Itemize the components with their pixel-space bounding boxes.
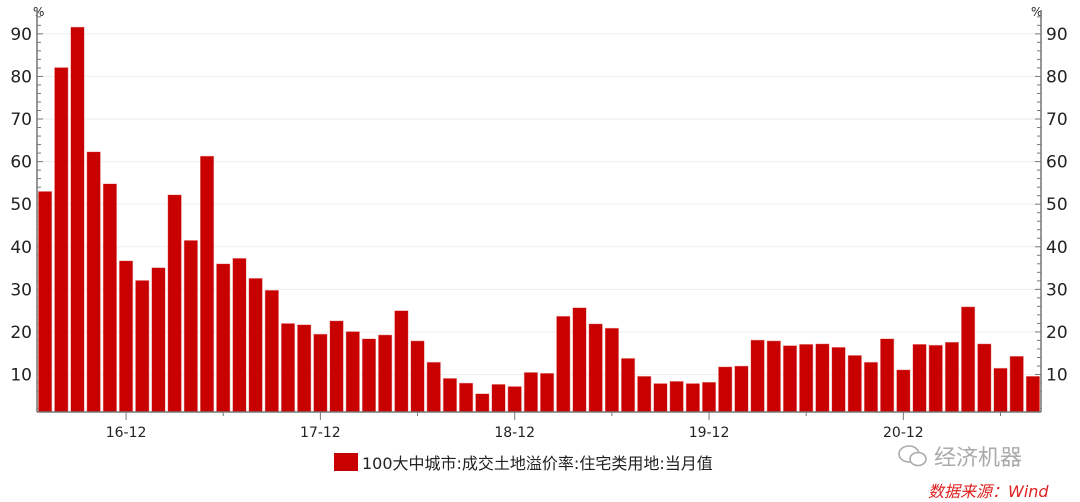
bar — [199, 155, 215, 413]
x-tick-label: 18-12 — [494, 425, 535, 440]
bar — [297, 324, 312, 413]
watermark: 经济机器 — [898, 440, 1022, 472]
bar — [426, 361, 441, 413]
bar — [38, 191, 53, 413]
bar — [621, 358, 636, 413]
bar — [669, 381, 684, 413]
y-tick-label-left: 10 — [10, 366, 32, 386]
bar — [86, 151, 101, 413]
bar — [653, 383, 668, 413]
bar — [151, 267, 166, 413]
bar — [977, 343, 992, 413]
data-source: 数据来源：Wind — [928, 482, 1049, 501]
y-tick-label-right: 70 — [1046, 110, 1068, 130]
bar — [264, 289, 279, 413]
y-tick-label-left: 40 — [10, 238, 32, 258]
bar — [361, 338, 377, 413]
bar — [540, 372, 555, 413]
bar — [1009, 355, 1024, 413]
bar — [928, 344, 943, 413]
x-tick-label: 17-12 — [300, 425, 341, 440]
bar — [345, 331, 360, 413]
y-tick-label-right: 80 — [1046, 67, 1068, 87]
bar — [863, 361, 879, 413]
bar — [442, 378, 457, 413]
bar — [944, 341, 959, 413]
watermark-text: 经济机器 — [934, 446, 1023, 471]
legend-label: 100大中城市:成交土地溢价率:住宅类用地:当月值 — [362, 454, 713, 473]
x-tick-label: 19-12 — [689, 425, 730, 440]
bar — [183, 240, 198, 413]
bar — [507, 386, 522, 413]
bar — [216, 263, 231, 413]
x-tick-label: 16-12 — [106, 425, 147, 440]
y-tick-label-right: 50 — [1046, 195, 1068, 215]
bar — [378, 334, 393, 413]
bar — [70, 26, 85, 413]
bar — [572, 307, 587, 413]
bar — [847, 355, 862, 413]
bar — [410, 340, 425, 413]
bar — [718, 366, 733, 413]
bar — [523, 372, 538, 413]
y-unit-left: % — [33, 5, 44, 19]
bar-chart: 10 10 20 20 30 30 40 40 50 50 60 60 70 70 80 80 90 90% % 16… — [10, 5, 1068, 440]
y-tick-label-left: 60 — [10, 153, 32, 173]
bar — [831, 347, 846, 413]
x-tick-label: 20-12 — [883, 425, 924, 440]
bar — [782, 345, 798, 413]
bar — [394, 310, 409, 413]
legend-swatch — [334, 453, 358, 471]
bar — [167, 194, 182, 413]
bar — [685, 383, 700, 413]
bar — [766, 340, 781, 413]
y-tick-label-right: 20 — [1046, 323, 1068, 343]
y-tick-label-right: 10 — [1046, 366, 1068, 386]
bar — [54, 67, 69, 413]
bar — [993, 367, 1008, 413]
bar — [1025, 375, 1040, 413]
bar — [912, 344, 927, 413]
legend: 100大中城市:成交土地溢价率:住宅类用地:当月值 — [334, 450, 713, 474]
y-tick-label-left: 30 — [10, 280, 32, 300]
y-tick-label-left: 70 — [10, 110, 32, 130]
bar — [248, 278, 263, 413]
bar — [961, 306, 976, 413]
bar — [232, 258, 247, 413]
y-tick-label-right: 90 — [1046, 25, 1068, 45]
y-tick-label-left: 20 — [10, 323, 32, 343]
y-tick-label-left: 80 — [10, 67, 32, 87]
bar — [329, 320, 344, 413]
bar — [459, 382, 474, 413]
wechat-icon — [898, 445, 927, 467]
y-tick-label-left: 50 — [10, 195, 32, 215]
bar — [734, 365, 749, 413]
y-tick-label-right: 30 — [1046, 280, 1068, 300]
bar — [119, 260, 134, 413]
bar — [750, 339, 765, 413]
bar — [280, 323, 296, 413]
bar — [588, 323, 603, 413]
bar — [556, 315, 571, 413]
y-unit-right: % — [1031, 5, 1042, 19]
bar — [604, 327, 619, 413]
bar — [880, 338, 895, 413]
bar — [313, 333, 328, 413]
bar — [815, 343, 830, 413]
y-tick-label-left: 90 — [10, 25, 32, 45]
bar — [701, 381, 717, 413]
y-tick-label-right: 60 — [1046, 153, 1068, 173]
y-tick-label-right: 40 — [1046, 238, 1068, 258]
bar — [102, 183, 117, 413]
bar — [799, 344, 814, 413]
bar — [475, 393, 490, 413]
bar — [491, 384, 506, 413]
bar — [896, 369, 911, 413]
bar — [637, 375, 652, 413]
bar — [135, 280, 150, 413]
